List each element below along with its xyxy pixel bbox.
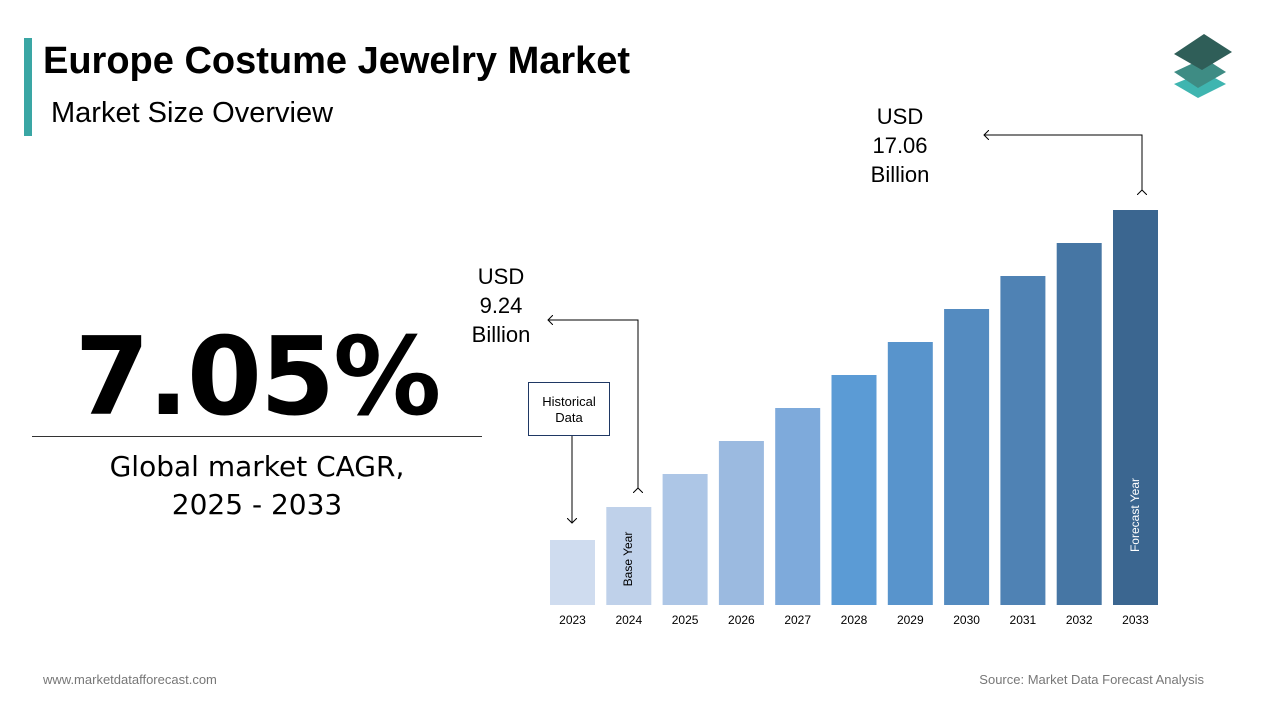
- page-title: Europe Costume Jewelry Market: [43, 40, 631, 82]
- page-subtitle: Market Size Overview: [51, 97, 334, 129]
- end-arrow: [984, 135, 1142, 190]
- bar-2028: [831, 375, 877, 605]
- start-unit: USD: [477, 264, 525, 289]
- tick-label-2031: 2031: [1009, 613, 1037, 627]
- base-year-label: Base Year: [621, 531, 635, 587]
- start-arrow: [548, 320, 638, 488]
- tick-label-2029: 2029: [896, 613, 924, 627]
- source-note: Source: Market Data Forecast Analysis: [979, 672, 1204, 687]
- cagr-caption: Global market CAGR, 2025 - 2033: [32, 448, 482, 524]
- end-value-label: USD 17.06 Billion: [855, 102, 945, 189]
- bar-2031: [1000, 276, 1046, 605]
- bar-2033: [1113, 210, 1158, 605]
- bars: [550, 210, 1158, 605]
- bar-2027: [775, 408, 821, 605]
- tick-label-2032: 2032: [1065, 613, 1093, 627]
- bar-2030: [944, 309, 990, 605]
- end-unit: USD: [876, 104, 924, 129]
- end-value: 17.06: [872, 133, 928, 158]
- tick-label-2023: 2023: [559, 613, 586, 627]
- tick-label-2025: 2025: [671, 613, 699, 627]
- bar-2025: [662, 474, 708, 605]
- bar-2026: [718, 441, 764, 605]
- end-scale: Billion: [870, 162, 930, 187]
- bar-2032: [1056, 243, 1102, 605]
- start-scale: Billion: [471, 322, 531, 347]
- start-value-label: USD 9.24 Billion: [460, 262, 542, 349]
- forecast-year-label: Forecast Year: [1128, 477, 1142, 553]
- tick-label-2026: 2026: [728, 613, 755, 627]
- logo-layers-icon: [1174, 34, 1232, 98]
- cagr-caption-line2: 2025 - 2033: [171, 488, 343, 521]
- tick-label-2033: 2033: [1122, 613, 1149, 627]
- tick-label-2024: 2024: [615, 613, 643, 627]
- tick-label-2028: 2028: [840, 613, 868, 627]
- tick-label-2027: 2027: [784, 613, 812, 627]
- website-link[interactable]: www.marketdatafforecast.com: [43, 672, 217, 687]
- title-accent-bar: [24, 38, 32, 136]
- cagr-value: 7.05%: [74, 315, 442, 440]
- divider: [32, 436, 482, 437]
- tick-label-2030: 2030: [953, 613, 980, 627]
- cagr-caption-line1: Global market CAGR,: [109, 450, 405, 483]
- bar-2024: [606, 507, 652, 605]
- start-value: 9.24: [479, 293, 523, 318]
- bar-2023: [550, 540, 595, 605]
- bar-2029: [887, 342, 933, 605]
